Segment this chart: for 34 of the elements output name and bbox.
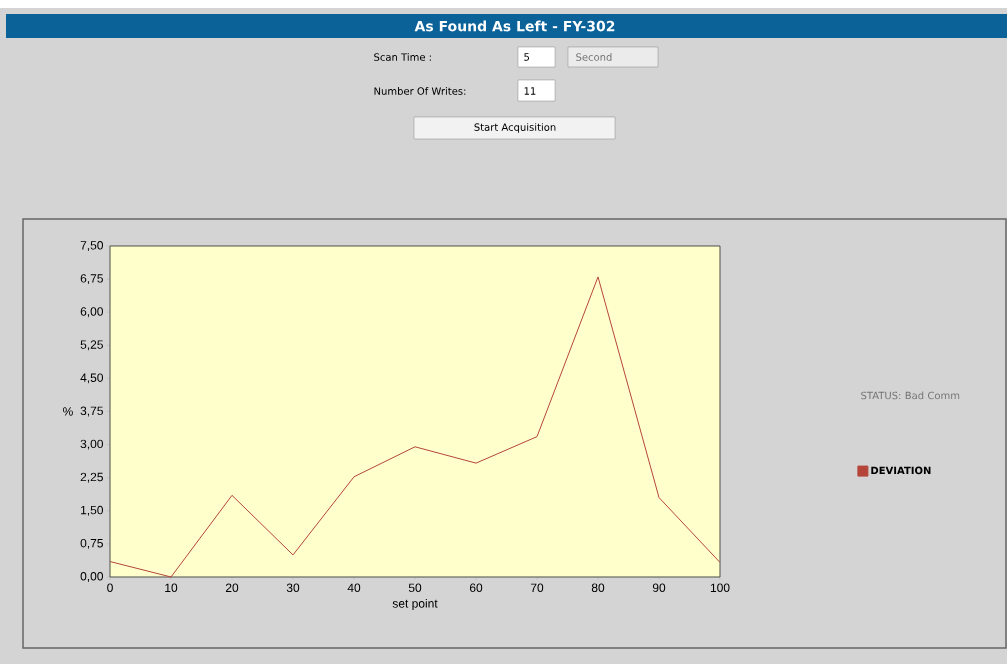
text: Number Of Writes:: [374, 87, 466, 95]
y-tick-label: 0,00: [80, 572, 104, 582]
y-tick-label: 0,75: [80, 538, 103, 549]
text: 5: [524, 53, 530, 61]
y-tick-label: 5,25: [80, 340, 103, 351]
y-tick-label: 3,00: [80, 439, 104, 450]
y-axis-title: %: [63, 407, 73, 416]
y-tick-label: 3,75: [80, 406, 103, 417]
text: Scan Time :: [374, 53, 431, 61]
x-tick-label: 40: [347, 583, 361, 593]
y-tick-label: 6,75: [80, 274, 103, 285]
y-tick-label: 6,00: [80, 307, 104, 318]
x-tick-label: 100: [710, 583, 730, 593]
y-tick-label: 7,50: [80, 241, 104, 251]
y-tick-label: 1,50: [81, 505, 104, 516]
x-tick-label: 0: [107, 583, 113, 593]
x-tick-label: 80: [591, 583, 605, 593]
line-series: [109, 276, 721, 578]
x-tick-label: 70: [530, 583, 544, 593]
text: Start Acquisition: [474, 123, 556, 133]
x-tick-label: 20: [225, 583, 239, 593]
y-tick-label: 2,25: [80, 472, 103, 483]
text: Second: [576, 53, 612, 61]
x-tick-label: 30: [286, 583, 300, 593]
x-axis-title: set point: [392, 598, 438, 611]
text: 11: [524, 87, 536, 95]
legend-label: DEVIATION: [871, 466, 931, 475]
y-tick-label: 4,50: [80, 373, 104, 384]
x-tick-label: 10: [165, 583, 178, 593]
text: STATUS: Bad Comm: [861, 391, 960, 400]
chart-title: As Found As Left - FY-302: [414, 20, 615, 32]
x-tick-label: 90: [652, 583, 666, 593]
x-tick-label: 60: [469, 583, 483, 593]
x-tick-label: 50: [408, 583, 422, 593]
